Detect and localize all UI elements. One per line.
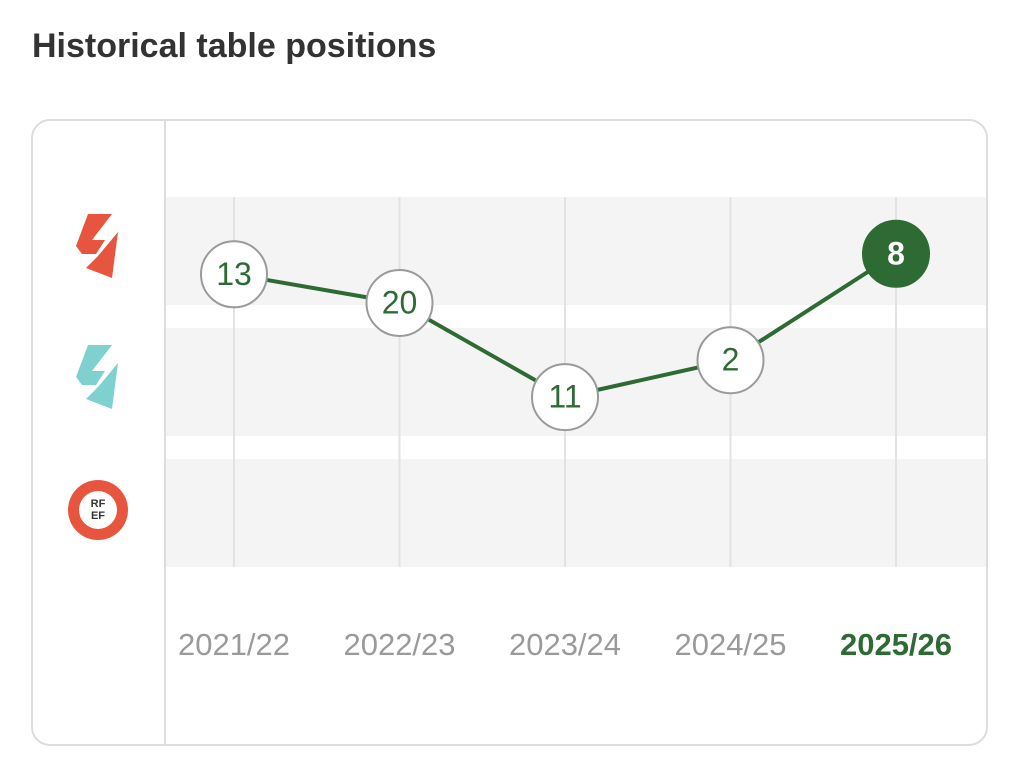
tier-badge-inner (79, 491, 117, 529)
point-label: 20 (382, 284, 418, 320)
x-tick-label: 2024/25 (674, 627, 786, 662)
tier-band (166, 459, 986, 567)
point (862, 219, 930, 288)
x-tick-label: 2021/22 (178, 627, 290, 662)
tier-badge (76, 345, 118, 409)
point-label: 8 (887, 235, 905, 271)
point-label: 13 (216, 256, 252, 292)
tier-badge-text: RF (91, 498, 106, 510)
x-tick-label: 2022/23 (343, 627, 455, 662)
point (531, 363, 599, 432)
chart-title: Historical table positions (32, 27, 436, 65)
point (200, 240, 268, 309)
point (365, 269, 434, 337)
tier-badge-text: EF (91, 510, 105, 522)
tier-badge (76, 214, 118, 278)
point-label: 2 (722, 342, 740, 378)
x-tick-label: 2023/24 (509, 627, 621, 662)
point-label: 11 (548, 379, 581, 415)
x-tick-label: 2025/26 (840, 627, 952, 662)
point (696, 326, 765, 395)
